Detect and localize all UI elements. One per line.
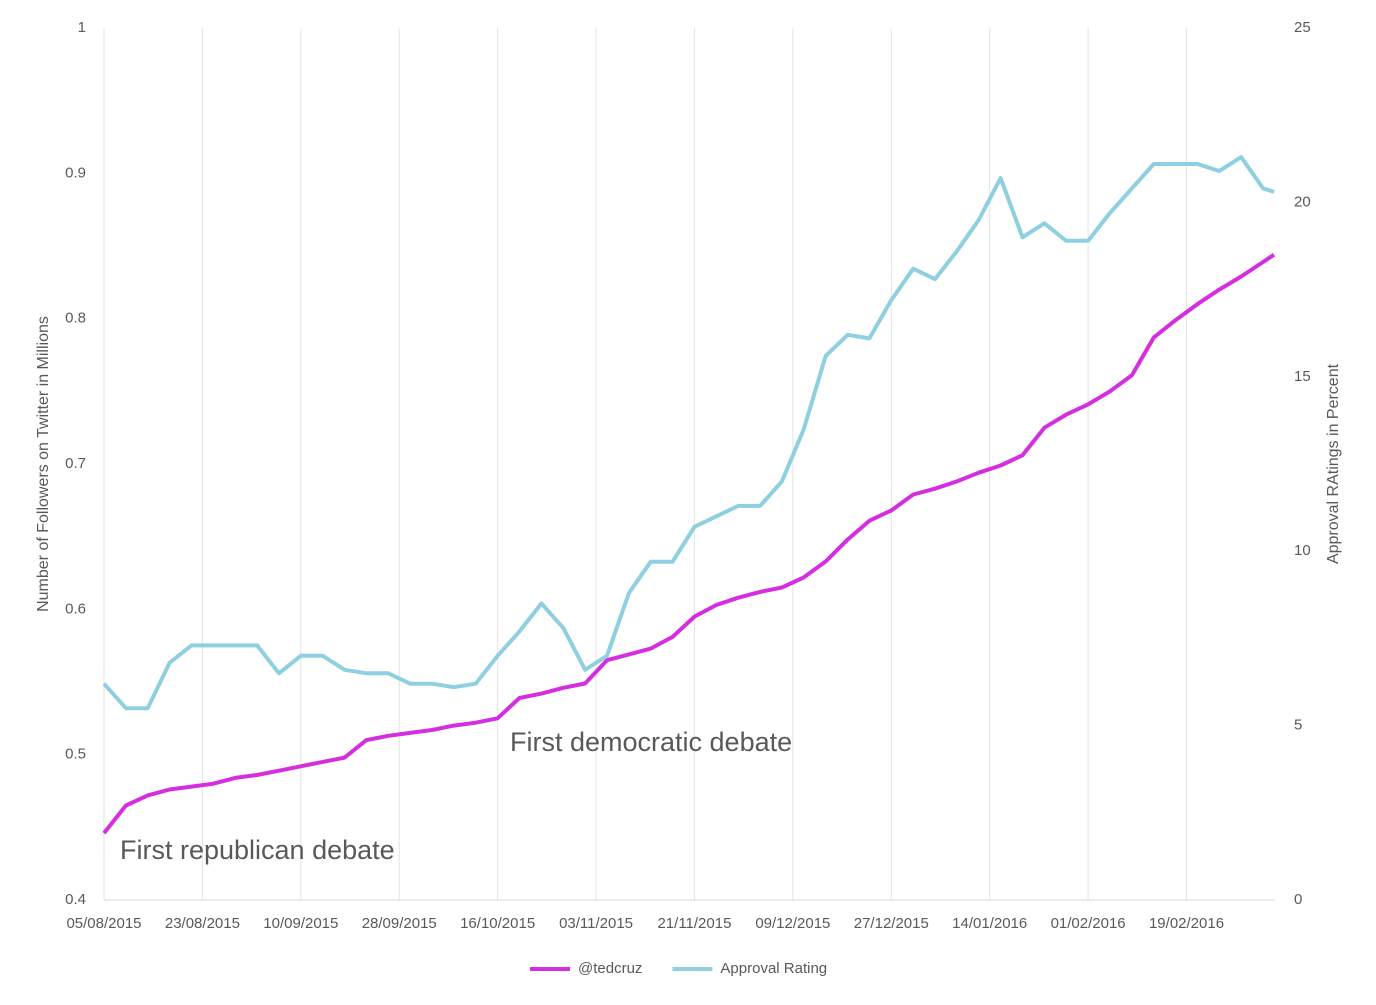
y2-tick-label: 20 [1294,193,1311,210]
y-tick-label: 0.5 [65,746,86,763]
y2-tick-label: 25 [1294,19,1311,36]
legend-label: @tedcruz [578,960,642,977]
y-tick-label: 0.7 [65,455,86,472]
legend-label: Approval Rating [720,960,827,977]
x-tick-label: 21/11/2015 [657,915,731,932]
y-tick-label: 0.8 [65,310,86,327]
y2-tick-label: 5 [1294,717,1302,734]
y2-tick-label: 15 [1294,368,1311,385]
x-tick-label: 09/12/2015 [755,915,830,932]
y-tick-label: 0.6 [65,600,86,617]
y2-axis-title: Approval RAtings in Percent [1325,363,1342,564]
series-line [102,155,1275,711]
x-tick-label: 14/01/2016 [952,915,1027,932]
y-axis-title: Number of Followers on Twitter in Millio… [35,316,52,612]
x-tick-label: 01/02/2016 [1051,915,1126,932]
annotation: First republican debate [120,835,395,865]
x-tick-label: 23/08/2015 [165,915,240,932]
x-tick-label: 19/02/2016 [1149,915,1224,932]
x-tick-label: 16/10/2015 [460,915,535,932]
x-tick-label: 28/09/2015 [362,915,437,932]
series-line [102,253,1276,835]
x-tick-label: 10/09/2015 [263,915,338,932]
x-tick-label: 27/12/2015 [854,915,929,932]
y2-tick-label: 10 [1294,542,1311,559]
annotation: First democratic debate [510,727,792,757]
y-tick-label: 0.9 [65,164,86,181]
y-tick-label: 1 [78,19,86,36]
y2-tick-label: 0 [1294,891,1302,908]
y-tick-label: 0.4 [65,891,86,908]
x-tick-label: 05/08/2015 [66,915,141,932]
x-tick-label: 03/11/2015 [559,915,633,932]
